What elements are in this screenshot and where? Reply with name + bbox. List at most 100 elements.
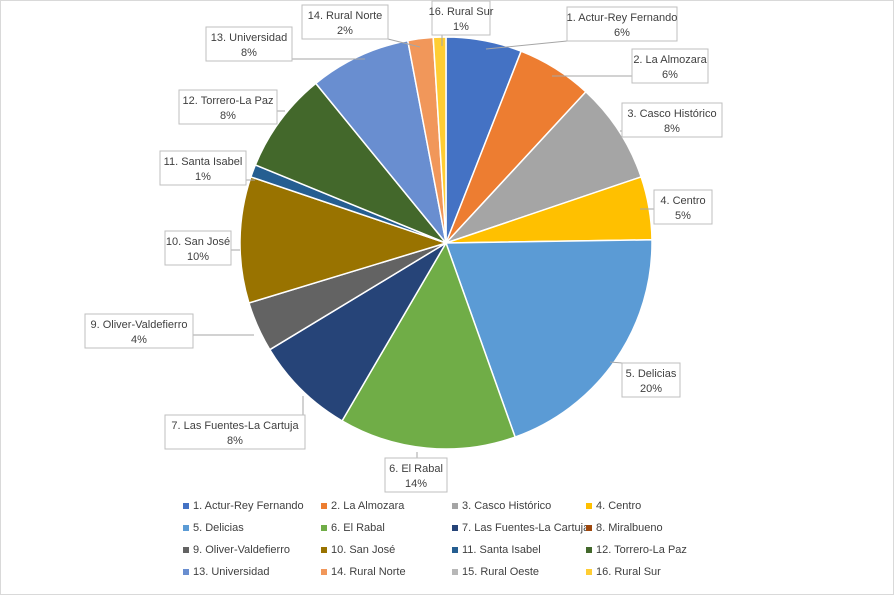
legend-item-11: 11. Santa Isabel [452, 542, 541, 558]
data-label-value-11: 1% [195, 171, 211, 183]
legend-swatch-11 [452, 547, 458, 553]
data-label-box-10 [164, 230, 232, 266]
legend-swatch-12 [586, 547, 592, 553]
legend-item-15: 15. Rural Oeste [452, 564, 539, 580]
legend-item-2: 2. La Almozara [321, 498, 404, 514]
legend-swatch-2 [321, 503, 327, 509]
legend-label-6: 6. El Rabal [331, 522, 385, 534]
data-label-box-3 [621, 102, 723, 138]
data-label-category-4: 4. Centro [660, 195, 705, 207]
legend-swatch-10 [321, 547, 327, 553]
legend-item-4: 4. Centro [586, 498, 641, 514]
legend-item-14: 14. Rural Norte [321, 564, 406, 580]
data-label-value-4: 5% [675, 210, 691, 222]
data-label-box-12 [178, 89, 278, 125]
legend-label-5: 5. Delicias [193, 522, 244, 534]
data-label-category-10: 10. San José [166, 236, 230, 248]
legend-label-13: 13. Universidad [193, 566, 270, 578]
legend-label-15: 15. Rural Oeste [462, 566, 540, 578]
data-label-value-16: 1% [453, 21, 469, 33]
legend-swatch-8 [586, 525, 592, 531]
legend-label-8: 8. Miralbueno [596, 522, 663, 534]
legend-label-16: 16. Rural Sur [596, 566, 661, 578]
data-label-value-10: 10% [187, 251, 209, 263]
leader-line-5 [609, 361, 623, 364]
data-label-box-7 [164, 414, 306, 450]
data-label-category-6: 6. El Rabal [389, 463, 443, 475]
legend-swatch-16 [586, 569, 592, 575]
data-label-box-4 [653, 189, 713, 225]
data-label-value-1: 6% [614, 27, 630, 39]
data-label-category-9: 9. Oliver-Valdefierro [91, 319, 188, 331]
data-label-category-13: 13. Universidad [211, 32, 287, 44]
legend-label-4: 4. Centro [596, 500, 642, 512]
leader-line-1 [485, 40, 568, 50]
legend-swatch-13 [183, 569, 189, 575]
legend-label-10: 10. San José [331, 544, 396, 556]
legend-item-12: 12. Torrero-La Paz [586, 542, 687, 558]
legend-swatch-6 [321, 525, 327, 531]
data-label-value-9: 4% [131, 334, 147, 346]
pie-slice-12 [254, 82, 447, 244]
data-label-value-7: 8% [227, 435, 243, 447]
legend-swatch-14 [321, 569, 327, 575]
pie-slice-13 [314, 39, 447, 244]
legend-label-14: 14. Rural Norte [331, 566, 406, 578]
legend-item-13: 13. Universidad [183, 564, 269, 580]
legend-label-9: 9. Oliver-Valdefierro [193, 544, 290, 556]
leader-line-14 [387, 38, 421, 48]
legend-swatch-1 [183, 503, 189, 509]
pie-slice-3 [445, 90, 643, 244]
data-label-category-5: 5. Delicias [626, 368, 677, 380]
data-label-category-2: 2. La Almozara [633, 54, 707, 66]
pie-slice-10 [239, 175, 449, 304]
legend-item-7: 7. Las Fuentes-La Cartuja [452, 520, 589, 536]
legend-label-2: 2. La Almozara [331, 500, 405, 512]
legend-item-1: 1. Actur-Rey Fernando [183, 498, 304, 514]
legend-label-11: 11. Santa Isabel [462, 544, 541, 556]
data-label-category-12: 12. Torrero-La Paz [183, 95, 274, 107]
data-label-category-14: 14. Rural Norte [308, 10, 383, 22]
data-label-box-11 [159, 150, 247, 186]
legend-label-12: 12. Torrero-La Paz [596, 544, 687, 556]
legend-item-5: 5. Delicias [183, 520, 244, 536]
data-label-category-1: 1. Actur-Rey Fernando [567, 12, 678, 24]
data-label-box-5 [621, 362, 681, 398]
data-label-category-11: 11. Santa Isabel [164, 156, 243, 168]
data-label-value-13: 8% [241, 47, 257, 59]
data-label-value-2: 6% [662, 69, 678, 81]
legend-label-1: 1. Actur-Rey Fernando [193, 500, 304, 512]
legend-label-7: 7. Las Fuentes-La Cartuja [462, 522, 590, 534]
pie-slice-16 [432, 36, 447, 244]
data-label-box-2 [631, 48, 709, 84]
pie-slice-5 [444, 239, 653, 439]
data-label-box-9 [84, 313, 194, 349]
data-label-box-6 [384, 457, 448, 493]
legend-item-10: 10. San José [321, 542, 395, 558]
legend-swatch-9 [183, 547, 189, 553]
pie-slice-7 [268, 242, 447, 422]
legend-swatch-15 [452, 569, 458, 575]
data-label-value-12: 8% [220, 110, 236, 122]
legend-item-9: 9. Oliver-Valdefierro [183, 542, 290, 558]
data-label-box-1 [566, 6, 678, 42]
data-label-value-14: 2% [337, 25, 353, 37]
data-label-value-6: 14% [405, 478, 427, 490]
data-label-category-7: 7. Las Fuentes-La Cartuja [171, 420, 299, 432]
data-label-value-3: 8% [664, 123, 680, 135]
legend-swatch-4 [586, 503, 592, 509]
legend-item-6: 6. El Rabal [321, 520, 385, 536]
data-label-box-14 [301, 4, 389, 40]
legend-item-8: 8. Miralbueno [586, 520, 663, 536]
data-label-box-13 [205, 26, 293, 62]
legend-item-3: 3. Casco Histórico [452, 498, 551, 514]
data-label-category-16: 16. Rural Sur [429, 6, 494, 18]
data-label-category-3: 3. Casco Histórico [627, 108, 716, 120]
legend-label-3: 3. Casco Histórico [462, 500, 552, 512]
legend-swatch-5 [183, 525, 189, 531]
data-label-value-5: 20% [640, 383, 662, 395]
legend-item-16: 16. Rural Sur [586, 564, 661, 580]
pie-slice-6 [341, 241, 517, 450]
legend-swatch-7 [452, 525, 458, 531]
